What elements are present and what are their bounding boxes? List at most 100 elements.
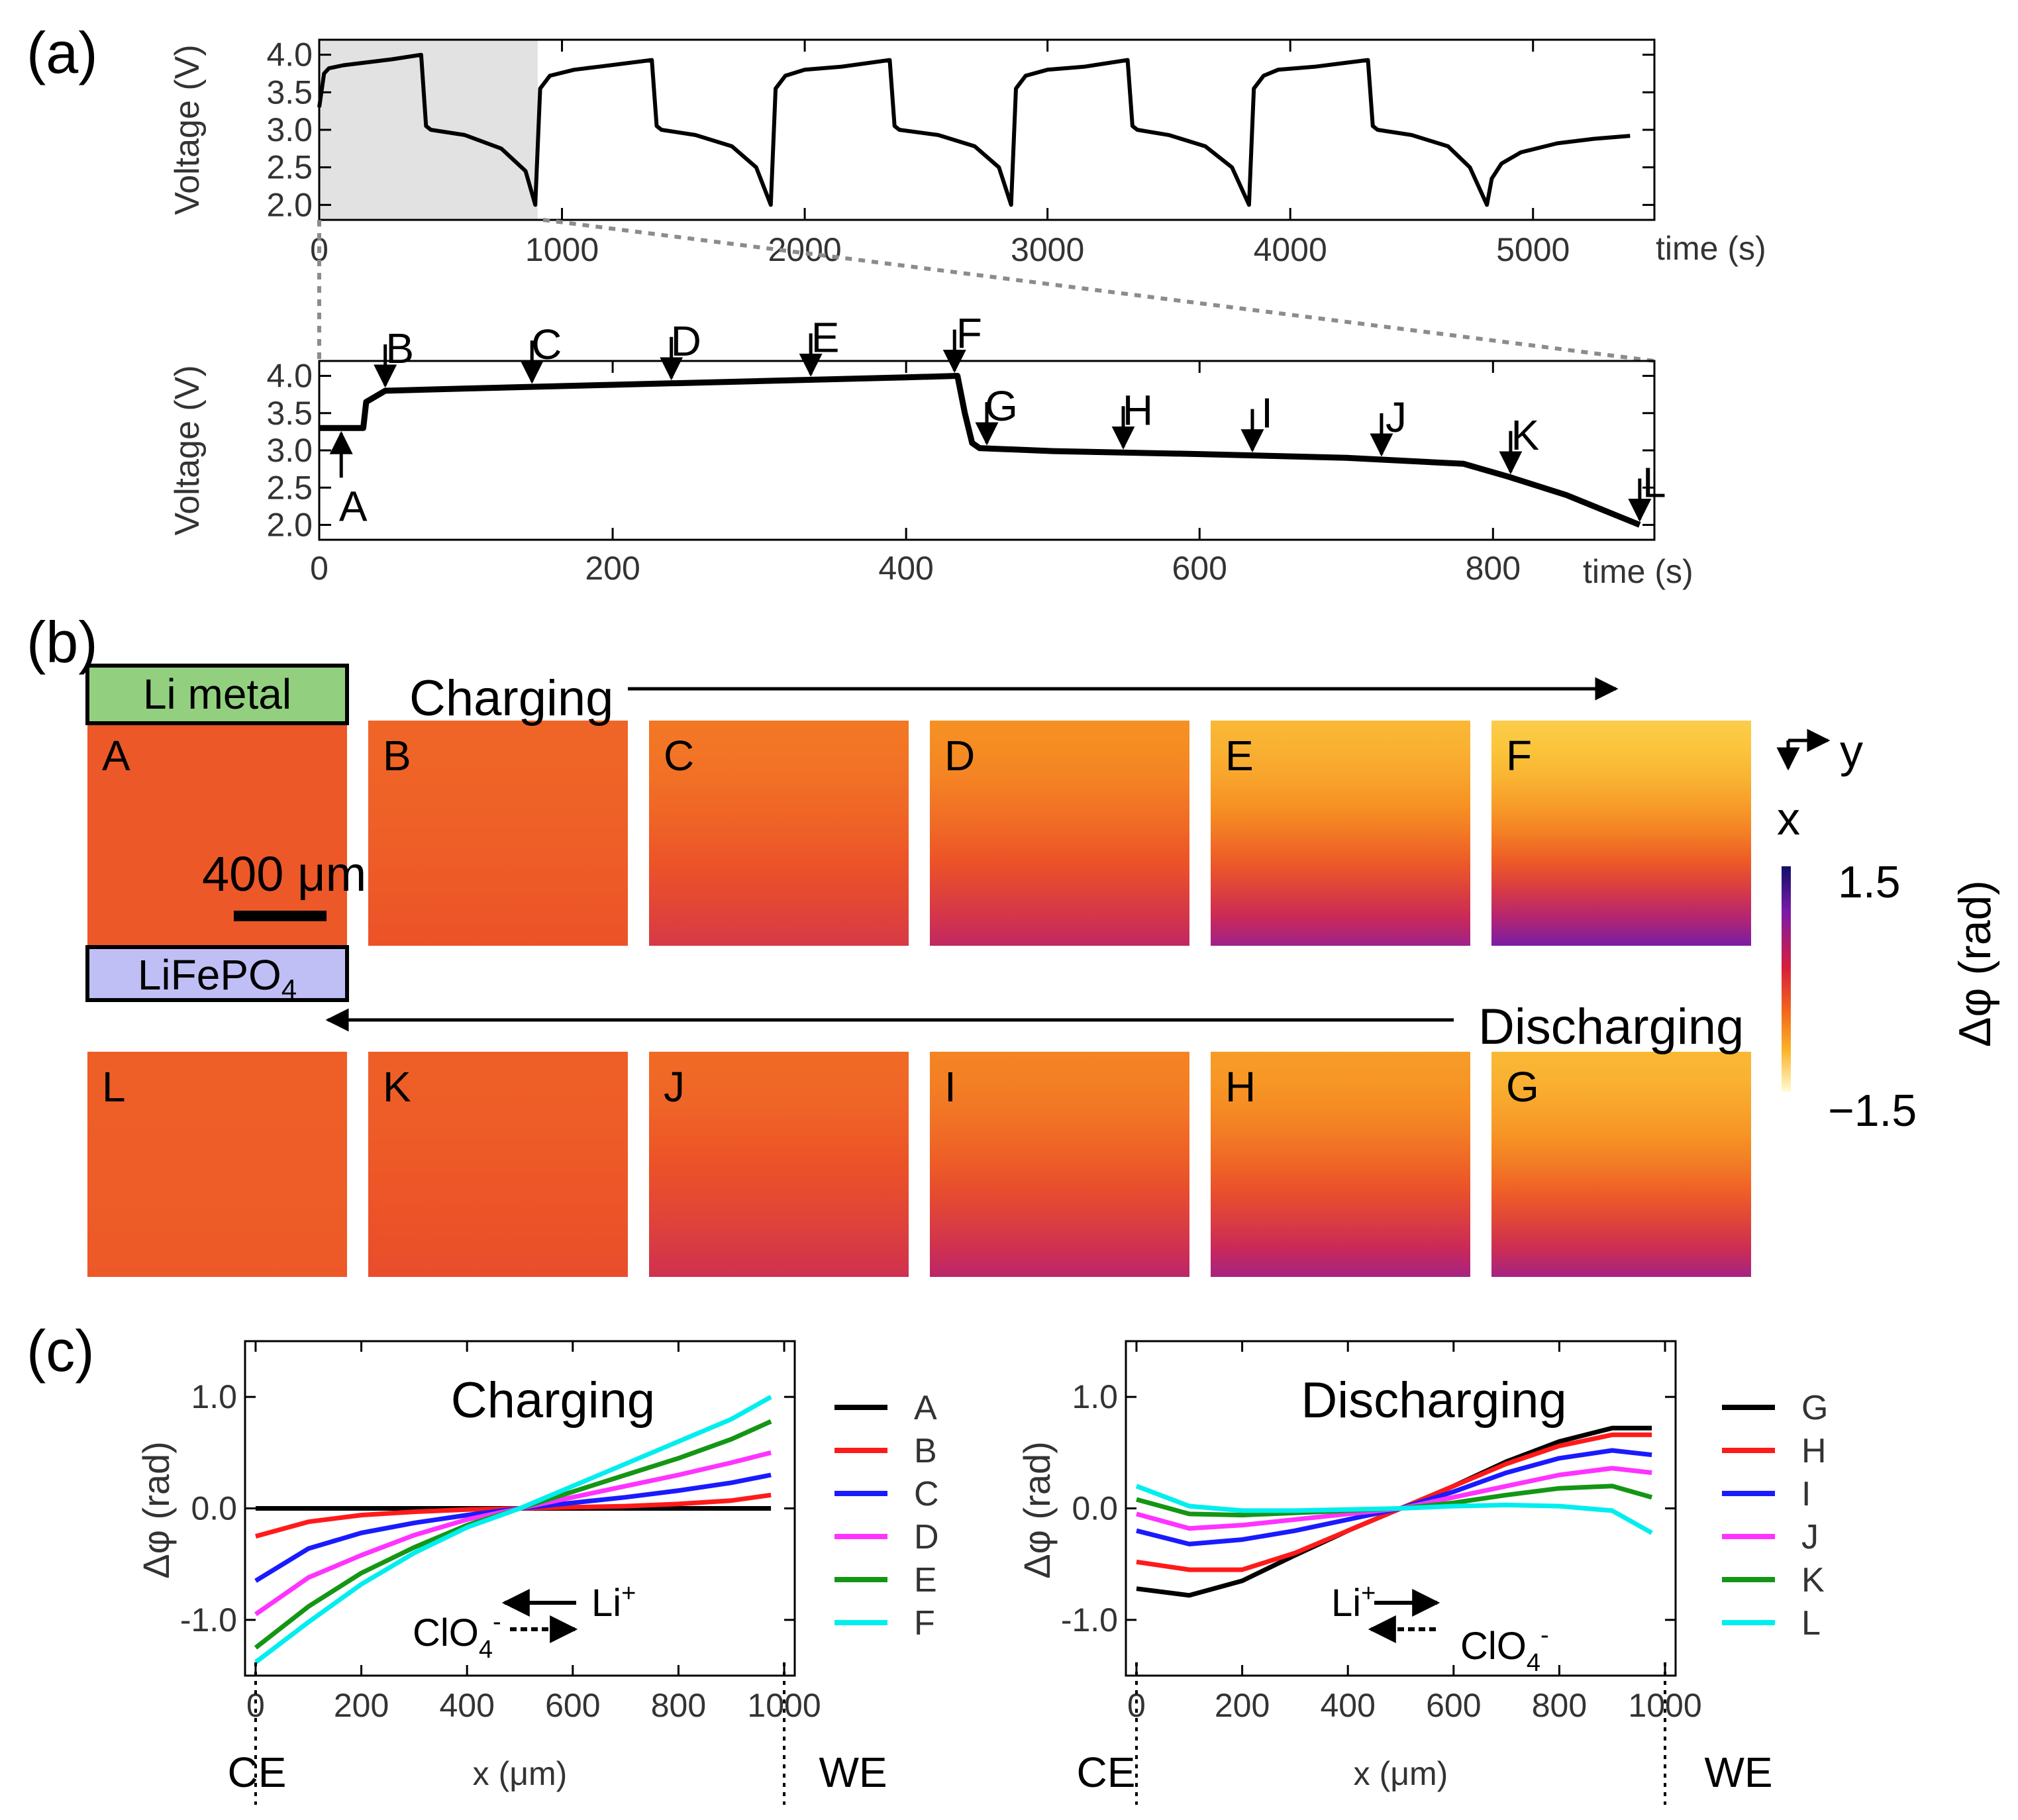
marker-label-F: F bbox=[956, 310, 982, 358]
charging-li-ion-sup: + bbox=[621, 1580, 636, 1607]
charging-clo4-ion-sup: - bbox=[493, 1608, 501, 1636]
phase-map-label-K: K bbox=[383, 1063, 411, 1111]
charging-clo4-ion: ClO4- bbox=[413, 1608, 501, 1664]
y-tick-label: 3.5 bbox=[266, 74, 313, 111]
x-tick-label: 2000 bbox=[768, 231, 841, 268]
axis-indicator bbox=[1776, 729, 1831, 771]
discharging-clo4-ion-sup: - bbox=[1540, 1621, 1549, 1649]
phase-map-label-J: J bbox=[664, 1063, 685, 1111]
legend-label-A: A bbox=[914, 1389, 937, 1427]
voltage-zoom-chart: 0 200 400 600 800 2.02.53.03.54.0 A B C D E FG H I J K… bbox=[168, 310, 1693, 590]
voltage-zoom-xlabel: time (s) bbox=[1583, 553, 1693, 590]
phase-map-K bbox=[368, 1052, 628, 1277]
charging-clo4-ion-sub: 4 bbox=[479, 1636, 493, 1664]
profile-line-L bbox=[1135, 1484, 1653, 1535]
marker-label-C: C bbox=[531, 321, 562, 368]
x-tick-label: 4000 bbox=[1254, 231, 1327, 268]
lifepo4-label: LiFePO4 bbox=[138, 951, 297, 1005]
colorbar-label: Δφ (rad) bbox=[1950, 880, 2000, 1047]
li-metal-label: Li metal bbox=[143, 670, 291, 718]
charging-ce-label: CE bbox=[228, 1748, 287, 1796]
phase-map-label-G: G bbox=[1506, 1063, 1539, 1111]
marker-label-H: H bbox=[1123, 386, 1153, 434]
colorbar-min: −1.5 bbox=[1828, 1086, 1917, 1136]
profile-line-I bbox=[1136, 1448, 1652, 1546]
y-tick-label: 3.0 bbox=[266, 432, 313, 469]
voltage-cycles-line bbox=[317, 52, 1631, 207]
phase-map-label-I: I bbox=[944, 1063, 956, 1111]
lifepo4-label-main: LiFePO bbox=[138, 951, 281, 999]
phase-map-label-A: A bbox=[102, 732, 130, 780]
x-tick-label: 800 bbox=[1466, 550, 1521, 587]
x-tick-label: 3000 bbox=[1011, 231, 1084, 268]
panel-label-a: (a) bbox=[26, 20, 98, 85]
phase-map-H bbox=[1211, 1052, 1470, 1277]
profile-line-J bbox=[1136, 1466, 1652, 1531]
discharging-li-ion: Li+ bbox=[1331, 1580, 1376, 1625]
phase-map-C bbox=[649, 721, 909, 946]
colorbar bbox=[1782, 866, 1791, 1091]
x-tick-label: 400 bbox=[878, 550, 933, 587]
x-tick-label: 600 bbox=[545, 1687, 600, 1724]
x-tick-label: 200 bbox=[334, 1687, 389, 1724]
profile-line-B bbox=[255, 1492, 772, 1539]
marker-label-B: B bbox=[385, 325, 414, 372]
discharging-li-ion-main: Li bbox=[1331, 1582, 1361, 1625]
charging-profile-xlabel: x (μm) bbox=[473, 1755, 568, 1792]
phase-map-label-B: B bbox=[383, 732, 411, 780]
y-tick-label: 2.5 bbox=[266, 469, 313, 506]
profile-line-E bbox=[254, 1419, 772, 1650]
legend-label-C: C bbox=[914, 1475, 939, 1513]
lifepo4-box bbox=[85, 945, 349, 1002]
x-tick-label: 1000 bbox=[525, 231, 599, 268]
scale-bar-label: 400 μm bbox=[202, 846, 366, 901]
legend-label-L: L bbox=[1801, 1604, 1821, 1643]
phase-map-label-E: E bbox=[1225, 732, 1254, 780]
phase-map-label-F: F bbox=[1506, 732, 1532, 780]
phase-map-J bbox=[649, 1052, 909, 1277]
marker-label-E: E bbox=[811, 313, 840, 361]
y-tick-label: 3.5 bbox=[266, 395, 313, 432]
charging-li-ion: Li+ bbox=[591, 1580, 636, 1625]
panel-label-c: (c) bbox=[26, 1318, 95, 1384]
discharging-label: Discharging bbox=[1478, 999, 1744, 1055]
x-tick-label: 0 bbox=[310, 550, 328, 587]
colorbar-max: 1.5 bbox=[1838, 857, 1901, 907]
discharging-clo4-ion: ClO4- bbox=[1460, 1621, 1549, 1677]
y-tick-label: 2.5 bbox=[266, 149, 313, 186]
discharging-clo4-ion-main: ClO bbox=[1460, 1625, 1527, 1668]
legend-label-H: H bbox=[1801, 1432, 1827, 1470]
discharging-profile-ylabel: Δφ (rad) bbox=[1016, 1441, 1058, 1579]
scale-bar bbox=[234, 911, 327, 921]
legend-label-F: F bbox=[914, 1604, 935, 1643]
voltage-cycles-chart: 0100020003000400050002.02.53.03.54.0 Vol… bbox=[168, 36, 1766, 268]
discharging-clo4-ion-sub: 4 bbox=[1527, 1649, 1540, 1677]
legend-label-K: K bbox=[1801, 1561, 1825, 1599]
y-tick-label: 1.0 bbox=[1072, 1378, 1118, 1415]
y-tick-label: 4.0 bbox=[266, 36, 313, 74]
phase-map-I bbox=[930, 1052, 1189, 1277]
axis-y-label: y bbox=[1840, 725, 1863, 777]
x-tick-label: 400 bbox=[1320, 1687, 1375, 1724]
legend-label-J: J bbox=[1801, 1518, 1819, 1556]
charging-clo4-ion-main: ClO bbox=[413, 1611, 479, 1654]
y-tick-label: -1.0 bbox=[1061, 1601, 1118, 1639]
x-tick-label: 200 bbox=[1215, 1687, 1270, 1724]
voltage-zoom-line bbox=[319, 373, 1641, 528]
y-tick-label: 0.0 bbox=[1072, 1490, 1118, 1527]
y-tick-label: 4.0 bbox=[266, 358, 313, 395]
voltage-cycles-ylabel: Voltage (V) bbox=[168, 44, 207, 215]
voltage-zoom-ylabel: Voltage (V) bbox=[168, 365, 207, 535]
phase-map-G bbox=[1491, 1052, 1751, 1277]
discharging-we-label: WE bbox=[1704, 1748, 1772, 1796]
discharging-profile-title: Discharging bbox=[1301, 1372, 1566, 1429]
x-tick-label: 800 bbox=[1532, 1687, 1587, 1724]
x-tick-label: 800 bbox=[651, 1687, 706, 1724]
charging-we-label: WE bbox=[819, 1748, 887, 1796]
phase-map-label-C: C bbox=[664, 732, 694, 780]
axis-x-label: x bbox=[1777, 793, 1800, 844]
marker-label-D: D bbox=[671, 317, 701, 365]
legend-label-G: G bbox=[1801, 1389, 1828, 1427]
